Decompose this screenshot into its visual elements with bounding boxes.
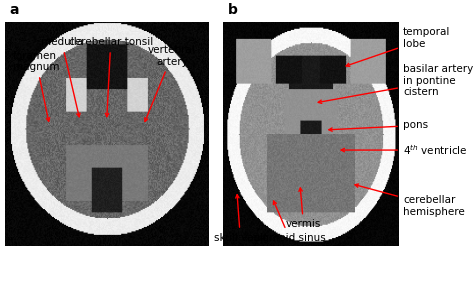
- Text: cerebellar tonsil: cerebellar tonsil: [69, 37, 153, 117]
- Text: vermis: vermis: [286, 188, 321, 230]
- Text: 4$^{th}$ ventricle: 4$^{th}$ ventricle: [341, 143, 467, 157]
- Text: a: a: [9, 3, 19, 17]
- Text: pons: pons: [329, 121, 428, 131]
- Text: cerebellar
hemisphere: cerebellar hemisphere: [355, 184, 465, 217]
- Text: temporal
lobe: temporal lobe: [346, 27, 450, 67]
- Text: vertebral
artery: vertebral artery: [145, 45, 196, 121]
- Text: basilar artery
in pontine
cistern: basilar artery in pontine cistern: [318, 64, 473, 103]
- Text: b: b: [228, 3, 237, 17]
- Text: sigmoid sinus: sigmoid sinus: [254, 201, 325, 243]
- Text: foramen
magnum: foramen magnum: [13, 51, 59, 121]
- Text: medulla: medulla: [41, 37, 83, 117]
- Text: skull vault: skull vault: [214, 195, 267, 243]
